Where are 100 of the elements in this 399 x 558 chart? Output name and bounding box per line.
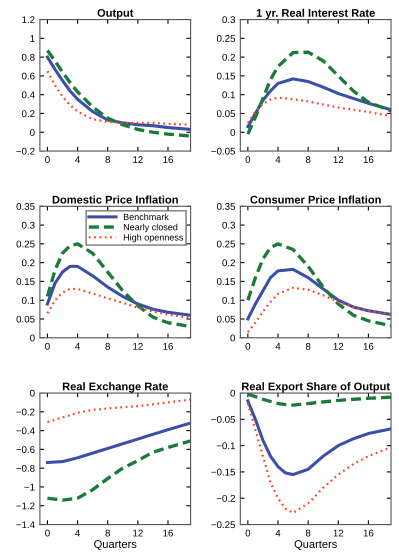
y-tick-label: −0.2: [216, 494, 235, 502]
x-axis-title: Quarters: [94, 540, 136, 550]
y-tick-label: 0.25: [216, 35, 236, 42]
x-tick-label: 16: [163, 156, 173, 164]
x-tick-label: 12: [334, 156, 344, 163]
x-tick-label: 8: [306, 156, 310, 164]
y-tick-label: −0.6: [16, 446, 35, 453]
line-series: [246, 393, 392, 407]
line-series: [46, 398, 191, 424]
y-tick-label: −0.8: [16, 464, 35, 472]
x-axis-title: Quarters: [294, 540, 337, 550]
legend-label: High openness: [124, 234, 184, 242]
chart-title: Real Exchange Rate: [62, 382, 168, 393]
legend-label: Benchmark: [124, 213, 169, 220]
x-tick-label: 12: [133, 530, 143, 536]
y-tick-label: 0.2: [22, 110, 35, 118]
line-series: [246, 50, 392, 136]
y-tick-label: 0.05: [16, 316, 35, 323]
x-tick-label: 16: [364, 342, 374, 350]
x-tick-label: 12: [133, 342, 143, 350]
line-series: [46, 264, 191, 317]
x-tick-label: 0: [45, 530, 50, 537]
y-tick-label: 0.35: [216, 203, 236, 210]
chart-title: Consumer Price Inflation: [250, 195, 381, 204]
y-tick-label: 0.05: [216, 316, 236, 323]
x-tick-label: 4: [276, 156, 280, 163]
chart-title: Output: [98, 8, 134, 20]
x-tick-label: 12: [334, 342, 344, 350]
y-tick-label: −0.05: [211, 148, 236, 155]
y-tick-label: −0.4: [16, 427, 35, 434]
y-tick-label: 0.25: [216, 240, 236, 248]
x-tick-label: 0: [246, 156, 250, 164]
x-tick-label: 8: [105, 342, 110, 350]
y-tick-label: 0.3: [222, 16, 236, 24]
x-tick-label: 0: [45, 156, 50, 164]
chart-title: 1 yr. Real Interest Rate: [256, 8, 375, 20]
line-series: [246, 96, 392, 124]
x-tick-label: 4: [75, 342, 80, 350]
y-tick-label: 0: [30, 334, 35, 342]
y-tick-label: 0.25: [16, 240, 35, 248]
y-tick-label: 0.05: [216, 110, 236, 118]
y-tick-label: 0.2: [22, 259, 35, 266]
line-series: [246, 399, 392, 476]
y-tick-label: −1: [24, 484, 35, 490]
line-series: [46, 48, 191, 138]
x-tick-label: 0: [246, 342, 250, 350]
y-tick-label: −1.4: [16, 521, 35, 528]
x-tick-label: 0: [45, 342, 50, 350]
y-tick-label: −0.25: [211, 521, 236, 528]
line-series: [46, 422, 191, 464]
y-tick-label: 0: [230, 128, 236, 136]
y-tick-label: −0.15: [211, 468, 236, 476]
x-tick-label: 16: [163, 530, 173, 537]
y-tick-label: 0.1: [222, 91, 235, 98]
line-series: [246, 242, 392, 328]
y-tick-label: 0.1: [22, 296, 35, 304]
x-tick-label: 8: [306, 342, 310, 350]
y-tick-label: 0.1: [222, 296, 235, 304]
y-tick-label: 0: [30, 390, 35, 397]
x-tick-label: 16: [163, 342, 173, 350]
legend-label: Nearly closed: [124, 224, 178, 232]
y-tick-label: 1.2: [22, 16, 35, 24]
y-tick-label: 0: [30, 128, 35, 136]
y-tick-label: −0.2: [16, 408, 35, 416]
y-tick-label: −0.2: [16, 148, 35, 155]
x-tick-label: 8: [105, 530, 110, 537]
y-tick-label: −1.2: [16, 502, 35, 510]
y-tick-label: −0.1: [216, 442, 235, 450]
y-tick-label: 0.6: [22, 72, 35, 80]
chart-title: Domestic Price Inflation: [52, 195, 178, 204]
y-tick-label: 0.3: [22, 222, 35, 229]
x-tick-label: 12: [334, 530, 344, 536]
chart-title: Real Export Share of Output: [242, 382, 390, 393]
y-tick-label: 0.2: [222, 54, 235, 61]
x-tick-label: 8: [306, 530, 310, 537]
line-series: [46, 288, 191, 320]
x-tick-label: 8: [105, 156, 110, 164]
y-tick-label: 0.15: [216, 278, 236, 286]
y-tick-label: −0.05: [211, 416, 236, 423]
line-series: [46, 439, 191, 502]
y-tick-label: 0: [230, 390, 236, 397]
line-series: [246, 286, 392, 334]
y-tick-label: 0.15: [216, 72, 236, 80]
x-tick-label: 4: [75, 156, 80, 163]
x-tick-label: 12: [133, 156, 143, 163]
x-tick-label: 4: [276, 530, 280, 536]
y-tick-label: 0: [230, 334, 236, 342]
x-tick-label: 16: [364, 530, 374, 537]
x-tick-label: 4: [276, 342, 280, 350]
y-tick-label: 0.2: [222, 259, 235, 266]
y-tick-label: 0.4: [22, 91, 35, 98]
y-tick-label: 0.8: [22, 54, 35, 61]
x-tick-label: 16: [364, 156, 374, 164]
x-tick-label: 4: [75, 530, 80, 536]
y-tick-label: 1: [30, 35, 35, 42]
y-tick-label: 0.3: [222, 222, 236, 229]
line-series: [46, 56, 191, 131]
y-tick-label: 0.15: [16, 278, 35, 286]
y-tick-label: 0.35: [16, 203, 35, 210]
x-tick-label: 0: [246, 530, 250, 537]
